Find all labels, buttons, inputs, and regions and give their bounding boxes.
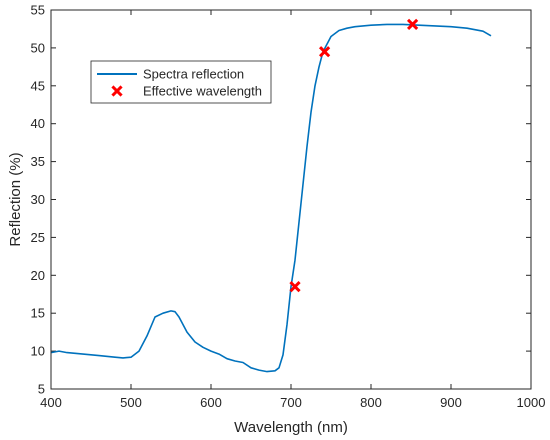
y-tick-label: 20	[31, 268, 45, 283]
effective-wavelength-point	[318, 46, 331, 58]
x-tick-label: 1000	[517, 395, 546, 410]
effective-wavelength-point	[289, 281, 301, 293]
y-tick-label: 15	[31, 306, 45, 321]
legend-marker-cross	[111, 85, 123, 97]
x-axis-label: Wavelength (nm)	[234, 419, 348, 436]
x-tick-label: 500	[120, 395, 142, 410]
plot-frame	[50, 9, 532, 390]
y-tick-label: 25	[31, 230, 45, 245]
x-tick-label: 800	[360, 395, 382, 410]
legend-label-effective: Effective wavelength	[143, 84, 262, 99]
series-layer	[50, 18, 492, 373]
effective-wavelength-point	[406, 18, 419, 31]
x-tick-label: 400	[40, 395, 62, 410]
y-tick-label: 40	[31, 116, 45, 131]
legend-label-spectra: Spectra reflection	[143, 67, 244, 82]
y-tick-label: 45	[31, 78, 45, 93]
series-line-spectra	[50, 23, 492, 373]
x-tick-label: 900	[440, 395, 462, 410]
legend-marker-swatch	[111, 85, 123, 97]
legend: Spectra reflection Effective wavelength	[90, 60, 272, 104]
y-tick-label: 55	[31, 3, 45, 18]
x-tick-label: 600	[200, 395, 222, 410]
y-tick-label: 50	[31, 40, 45, 55]
y-tick-label: 30	[31, 192, 45, 207]
y-tick-label: 5	[38, 382, 45, 397]
y-tick-label: 35	[31, 154, 45, 169]
y-tick-label: 10	[31, 344, 45, 359]
x-ticks: 400 500 600 700 800 900 1000	[40, 10, 545, 410]
x-tick-label: 700	[280, 395, 302, 410]
y-axis-label: Reflection (%)	[7, 152, 24, 246]
y-ticks: 5 10 15 20 25 30 35 40 45 50 55	[31, 3, 531, 397]
